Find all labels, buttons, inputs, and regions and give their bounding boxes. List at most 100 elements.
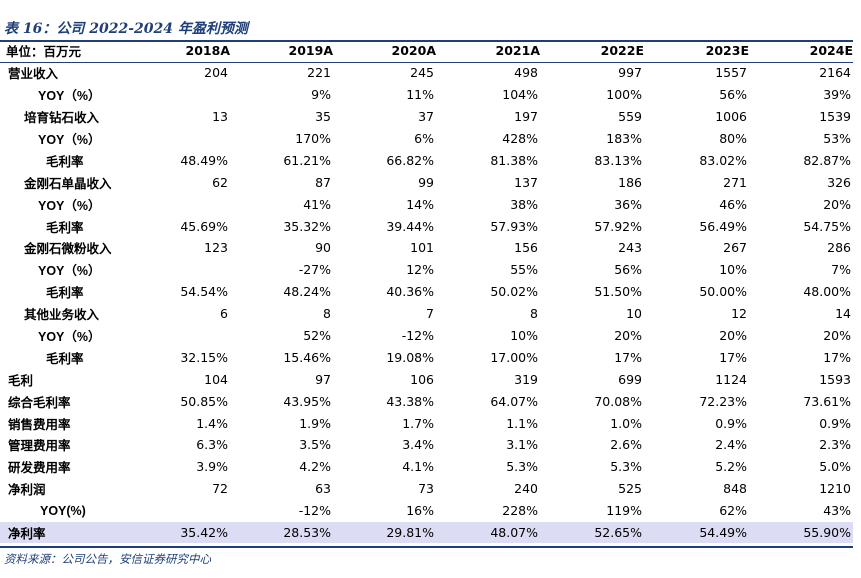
year-header: 2020A <box>391 43 436 59</box>
table-cell: 228% <box>502 503 538 519</box>
table-cell <box>146 259 230 281</box>
table-cell: 43.95% <box>283 393 331 409</box>
table-cell: 52% <box>303 328 331 344</box>
table-cell: 20% <box>823 196 851 212</box>
table-cell: 39% <box>823 87 851 103</box>
table-cell: 699 <box>618 371 642 387</box>
table-row: 综合毛利率 50.85% 43.95% 43.38% 64.07% 70.08% 72.23… <box>0 390 853 412</box>
row-label: YOY（%） <box>38 89 101 104</box>
row-label: 研发费用率 <box>8 460 71 476</box>
table-cell: 20% <box>614 328 642 344</box>
table-cell: 3.1% <box>506 437 538 453</box>
top-rule <box>0 40 853 42</box>
row-label: 毛利率 <box>46 285 84 301</box>
row-label: YOY（%） <box>38 133 101 147</box>
table-cell: 101 <box>410 240 434 256</box>
row-label: YOY(%) <box>40 503 86 518</box>
table-cell: 14 <box>835 306 851 322</box>
row-label: 金刚石微粉收入 <box>24 241 112 257</box>
table-cell: 6.3% <box>196 437 228 453</box>
table-cell: 0.9% <box>819 415 851 431</box>
table-cell: 6 <box>220 306 228 322</box>
table-cell: 55.90% <box>749 521 853 544</box>
table-row: 培育钻石收入 13 35 37 197 559 1006 1539 <box>0 106 853 128</box>
row-label: 管理费用率 <box>8 438 71 454</box>
row-label: 净利润 <box>8 482 46 498</box>
source-note: 资料来源：公司公告，安信证券研究中心 <box>4 552 211 566</box>
table-cell: 6% <box>414 131 434 146</box>
table-cell: 997 <box>618 65 642 81</box>
table-cell: 50.02% <box>490 284 538 300</box>
table-cell: 99 <box>418 174 434 190</box>
table-cell: 1557 <box>715 65 747 81</box>
table-cell: 12 <box>731 306 747 322</box>
table-cell: 137 <box>514 174 538 190</box>
table-cell: 3.4% <box>402 437 434 453</box>
table-cell: 81.38% <box>490 152 538 168</box>
table-cell: 50.00% <box>699 284 747 300</box>
table-row: 销售费用率 1.4% 1.9% 1.7% 1.1% 1.0% 0.9% 0.9% <box>0 412 853 434</box>
table-cell: 32.15% <box>180 349 228 365</box>
table-cell: 20% <box>719 328 747 344</box>
table-cell: 498 <box>514 65 538 81</box>
year-header: 2021A <box>495 43 540 59</box>
table-cell: 19.08% <box>386 349 434 365</box>
table-row: YOY(%) -12% 16% 228% 119% 62% 43% <box>0 500 853 522</box>
table-row: 毛利率 45.69% 35.32% 39.44% 57.93% 57.92% 56.49% 5… <box>0 215 853 237</box>
table-cell: 54.75% <box>803 218 851 234</box>
table-row: 金刚石微粉收入 123 90 101 156 243 267 286 <box>0 237 853 259</box>
table-cell: 57.92% <box>594 218 642 234</box>
table-cell: 13 <box>212 109 228 125</box>
table-cell <box>146 128 230 150</box>
table-cell: 48.24% <box>283 284 331 300</box>
row-label: 毛利率 <box>46 350 84 366</box>
table-cell: 80% <box>719 131 747 146</box>
table-cell: 221 <box>307 65 331 81</box>
row-label: YOY（%） <box>38 330 101 345</box>
table-cell: 7% <box>831 262 851 278</box>
table-cell: 12% <box>406 262 434 278</box>
row-label: YOY（%） <box>38 264 101 279</box>
table-title: 表 16：公司 2022-2024 年盈利预测 <box>4 21 248 37</box>
table-row: YOY（%） 170% 6% 428% 183% 80% 53% <box>0 128 853 150</box>
row-label: 毛利 <box>8 372 34 388</box>
table-cell: 51.50% <box>594 284 642 300</box>
table-row: 其他业务收入 6 8 7 8 10 12 14 <box>0 303 853 325</box>
table-row: 研发费用率 3.9% 4.2% 4.1% 5.3% 5.3% 5.2% 5.0% <box>0 456 853 478</box>
table-cell: 204 <box>204 65 228 81</box>
table-cell: 35.32% <box>283 218 331 234</box>
table-cell: 1593 <box>819 371 851 387</box>
table-cell <box>146 193 230 215</box>
table-row: 净利润 72 63 73 240 525 848 1210 <box>0 478 853 500</box>
table-row: YOY（%） 41% 14% 38% 36% 46% 20% <box>0 193 853 215</box>
table-cell: 14% <box>406 196 434 212</box>
row-label: 毛利率 <box>46 219 84 235</box>
table-cell: 104% <box>502 87 538 103</box>
table-cell: 319 <box>514 371 538 387</box>
table-cell: 243 <box>618 240 642 256</box>
table-cell: 428% <box>502 131 538 146</box>
table-cell: 50.85% <box>180 393 228 409</box>
table-cell: 326 <box>827 174 851 190</box>
unit-label: 单位：百万元 <box>6 44 82 60</box>
table-cell: 16% <box>406 503 434 519</box>
table-cell: 62 <box>212 174 228 190</box>
table-cell: 0.9% <box>715 415 747 431</box>
table-row: 毛利率 48.49% 61.21% 66.82% 81.38% 83.13% 83.02% 8… <box>0 149 853 171</box>
table-cell: 43% <box>823 503 851 519</box>
table-cell: 83.02% <box>699 152 747 168</box>
table-cell: 3.9% <box>196 459 228 475</box>
table-cell: 73 <box>418 481 434 497</box>
row-label: 其他业务收入 <box>24 307 100 323</box>
table-cell: 5.3% <box>506 459 538 475</box>
bottom-rule <box>0 546 853 548</box>
table-cell: 48.00% <box>803 284 851 300</box>
year-header: 2024E <box>809 43 853 59</box>
table-cell: 17.00% <box>490 349 538 365</box>
row-label: 毛利率 <box>46 153 84 169</box>
year-header: 2022E <box>600 43 644 59</box>
table-cell: 156 <box>514 240 538 256</box>
table-cell: 240 <box>514 481 538 497</box>
table-cell: 11% <box>406 87 434 103</box>
table-cell: 1.1% <box>506 415 538 431</box>
